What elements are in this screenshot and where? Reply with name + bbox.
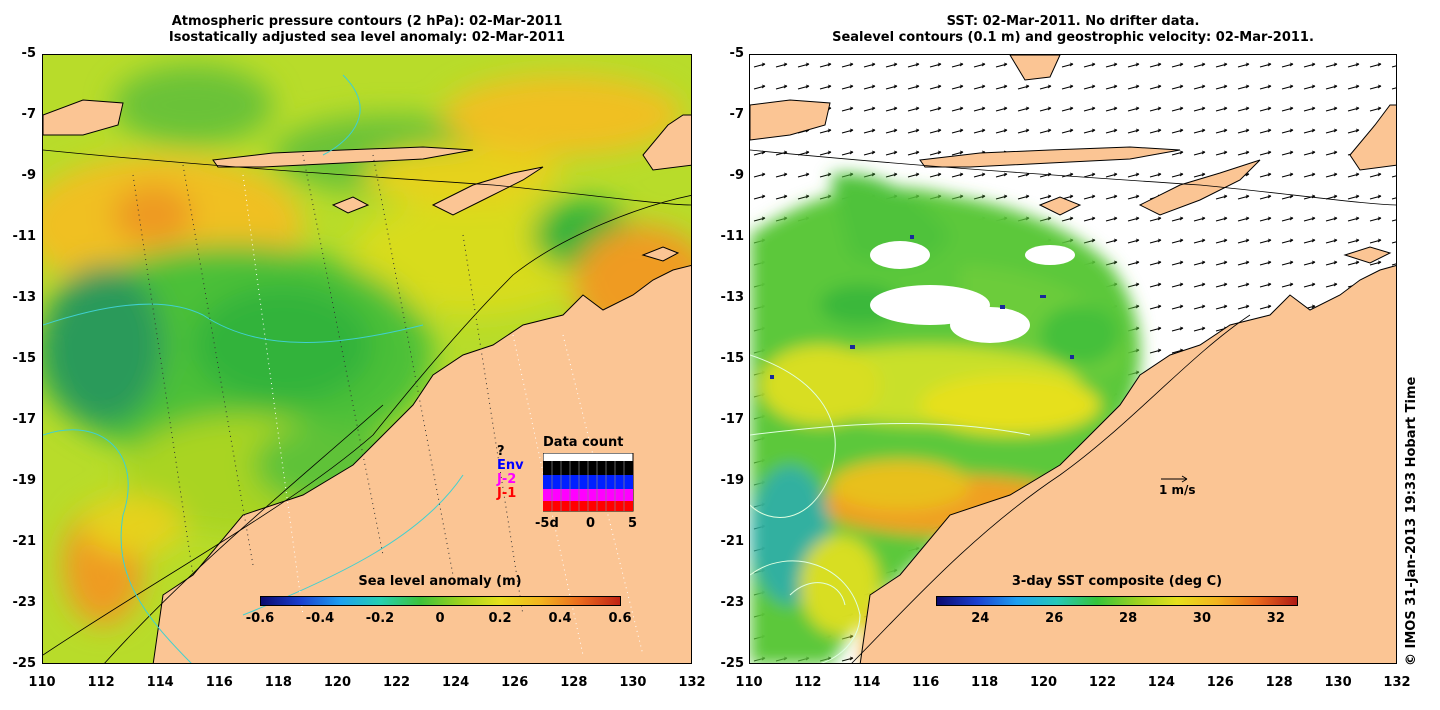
- y-tick-label: -19: [720, 473, 745, 488]
- sst-velocity-map: 1 m/s 3-day SST composite (deg C) 24 26 28…: [749, 54, 1397, 664]
- histogram-label-mid: 0: [586, 516, 596, 531]
- x-tick-label: 116: [205, 675, 233, 690]
- x-tick-label: 116: [912, 675, 940, 690]
- sla-colorbar-tick: 0.6: [608, 611, 632, 626]
- x-tick-label: 114: [146, 675, 174, 690]
- histogram-label-end: 5: [628, 516, 638, 531]
- y-tick-label: -23: [720, 595, 745, 610]
- x-tick-label: 126: [501, 675, 529, 690]
- y-tick-label: -9: [729, 168, 744, 183]
- y-tick-label: -23: [12, 595, 37, 610]
- x-tick-label: 124: [442, 675, 470, 690]
- x-tick-label: 132: [678, 675, 706, 690]
- sla-colorbar: [260, 596, 621, 606]
- x-tick-label: 130: [1324, 675, 1352, 690]
- x-tick-label: 122: [1088, 675, 1117, 690]
- legend-item: J-1: [497, 486, 517, 501]
- sla-colorbar-tick: 0.2: [488, 611, 512, 626]
- sst-colorbar-tick: 30: [1192, 611, 1211, 626]
- y-tick-label: -13: [720, 290, 745, 305]
- x-tick-label: 120: [1029, 675, 1058, 690]
- sla-colorbar-tick: -0.6: [245, 611, 275, 626]
- x-tick-label: 122: [382, 675, 411, 690]
- data-count-histogram: [543, 453, 634, 512]
- sla-colorbar-title: Sea level anomaly (m): [358, 574, 522, 589]
- sla-colorbar-tick: 0.4: [548, 611, 572, 626]
- sea-level-anomaly-map: Data count ? Env J-2 J-1 -5d 0 5 Sea lev…: [42, 54, 692, 664]
- sst-colorbar: [936, 596, 1298, 606]
- sst-colorbar-tick: 26: [1045, 611, 1064, 626]
- data-count-legend: ? Env J-2 J-1: [497, 445, 524, 501]
- legend-item: J-2: [497, 472, 517, 487]
- sst-colorbar-tick: 28: [1119, 611, 1138, 626]
- x-tick-label: 128: [560, 675, 588, 690]
- y-tick-label: -5: [729, 46, 744, 61]
- y-tick-label: -11: [12, 229, 37, 244]
- sst-colorbar-tick: 32: [1266, 611, 1285, 626]
- sla-map-graphic: [43, 55, 691, 663]
- y-tick-label: -25: [12, 656, 37, 671]
- left-title-line2: Isostatically adjusted sea level anomaly…: [168, 30, 566, 45]
- velocity-scale-label: 1 m/s: [1159, 483, 1196, 497]
- y-tick-label: -19: [12, 473, 37, 488]
- x-tick-label: 120: [323, 675, 352, 690]
- y-tick-label: -17: [720, 412, 745, 427]
- y-tick-label: -25: [720, 656, 745, 671]
- data-count-title: Data count: [543, 435, 624, 450]
- y-tick-label: -9: [21, 168, 36, 183]
- y-tick-label: -21: [720, 534, 745, 549]
- sla-colorbar-tick: 0: [435, 611, 445, 626]
- copyright-notice: © IMOS 31-Jan-2013 19:33 Hobart Time: [1404, 376, 1419, 666]
- sst-colorbar-tick: 24: [971, 611, 990, 626]
- x-tick-label: 112: [87, 675, 115, 690]
- y-tick-label: -11: [720, 229, 745, 244]
- y-tick-label: -5: [21, 46, 36, 61]
- x-tick-label: 118: [971, 675, 999, 690]
- sla-colorbar-tick: -0.4: [305, 611, 335, 626]
- x-tick-label: 126: [1206, 675, 1234, 690]
- right-title-line1: SST: 02-Mar-2011. No drifter data.: [946, 14, 1200, 29]
- y-tick-label: -13: [12, 290, 37, 305]
- x-tick-label: 130: [619, 675, 647, 690]
- x-tick-label: 110: [28, 675, 56, 690]
- x-tick-label: 128: [1265, 675, 1293, 690]
- x-tick-label: 118: [264, 675, 292, 690]
- legend-item: Env: [497, 458, 524, 473]
- left-title-line1: Atmospheric pressure contours (2 hPa): 0…: [171, 14, 563, 29]
- sla-colorbar-tick: -0.2: [365, 611, 395, 626]
- x-tick-label: 110: [735, 675, 763, 690]
- sst-map-graphic: [750, 55, 1396, 663]
- x-tick-label: 114: [853, 675, 881, 690]
- y-tick-label: -17: [12, 412, 37, 427]
- y-tick-label: -21: [12, 534, 37, 549]
- y-tick-label: -7: [729, 107, 744, 122]
- y-tick-label: -15: [720, 351, 745, 366]
- x-tick-label: 132: [1383, 675, 1411, 690]
- y-tick-label: -7: [21, 107, 36, 122]
- histogram-label-start: -5d: [535, 516, 559, 531]
- x-tick-label: 124: [1147, 675, 1175, 690]
- legend-item: ?: [497, 444, 505, 459]
- y-tick-label: -15: [12, 351, 37, 366]
- sst-colorbar-title: 3-day SST composite (deg C): [1011, 574, 1223, 589]
- x-tick-label: 112: [794, 675, 822, 690]
- right-title-line2: Sealevel contours (0.1 m) and geostrophi…: [832, 30, 1314, 45]
